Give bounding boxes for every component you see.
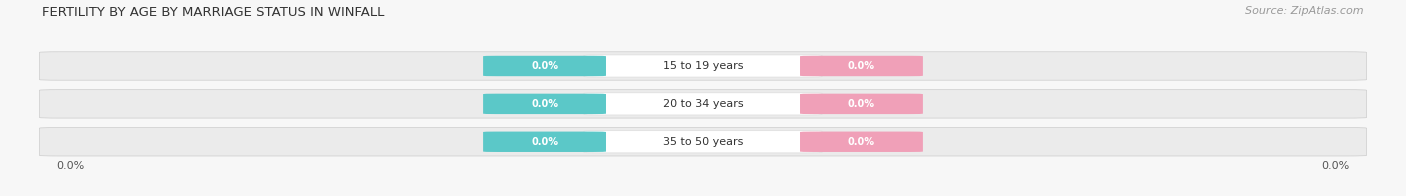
FancyBboxPatch shape	[583, 93, 823, 115]
Text: 35 to 50 years: 35 to 50 years	[662, 137, 744, 147]
Text: 0.0%: 0.0%	[531, 61, 558, 71]
FancyBboxPatch shape	[800, 56, 922, 76]
Text: 0.0%: 0.0%	[56, 161, 84, 171]
FancyBboxPatch shape	[39, 90, 1367, 118]
Text: 0.0%: 0.0%	[848, 61, 875, 71]
FancyBboxPatch shape	[484, 94, 606, 114]
FancyBboxPatch shape	[800, 94, 922, 114]
Text: Source: ZipAtlas.com: Source: ZipAtlas.com	[1246, 6, 1364, 16]
Text: 0.0%: 0.0%	[848, 137, 875, 147]
FancyBboxPatch shape	[583, 131, 823, 153]
Text: 20 to 34 years: 20 to 34 years	[662, 99, 744, 109]
FancyBboxPatch shape	[800, 132, 922, 152]
Text: 0.0%: 0.0%	[1322, 161, 1350, 171]
FancyBboxPatch shape	[484, 132, 606, 152]
FancyBboxPatch shape	[39, 128, 1367, 156]
Text: 15 to 19 years: 15 to 19 years	[662, 61, 744, 71]
Text: 0.0%: 0.0%	[531, 99, 558, 109]
Text: 0.0%: 0.0%	[848, 99, 875, 109]
FancyBboxPatch shape	[583, 55, 823, 77]
FancyBboxPatch shape	[484, 56, 606, 76]
FancyBboxPatch shape	[39, 52, 1367, 80]
Text: 0.0%: 0.0%	[531, 137, 558, 147]
Text: FERTILITY BY AGE BY MARRIAGE STATUS IN WINFALL: FERTILITY BY AGE BY MARRIAGE STATUS IN W…	[42, 6, 385, 19]
